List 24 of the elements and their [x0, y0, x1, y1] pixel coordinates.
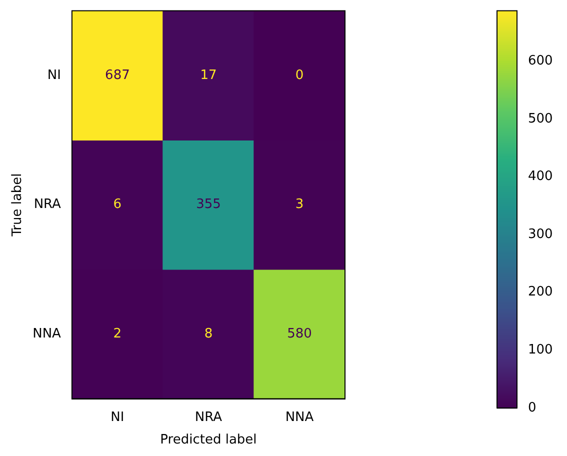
x-tick-label: NI	[110, 410, 124, 425]
y-tick-label: NRA	[34, 197, 62, 212]
y-tick-label: NI	[47, 68, 61, 83]
x-tick-label: NNA	[285, 410, 314, 425]
data-label: 17	[200, 68, 217, 83]
data-label: 3	[295, 197, 304, 212]
color-bar-label: 200	[528, 284, 553, 300]
y-tick-label: NNA	[32, 326, 62, 342]
data-label: 580	[287, 326, 312, 342]
x-axis-title: Predicted label	[160, 432, 257, 448]
data-label: 6	[113, 197, 122, 212]
x-tick-label: NRA	[194, 410, 222, 425]
color-bar-label: 400	[528, 169, 553, 184]
data-label: 0	[295, 68, 304, 83]
data-label: 355	[196, 197, 221, 212]
color-bar-label: 500	[528, 111, 553, 126]
color-bar-label: 100	[528, 342, 553, 358]
data-label: 687	[105, 68, 130, 83]
color-bar-label: 0	[528, 400, 536, 416]
data-label: 2	[113, 326, 122, 342]
y-axis-title: True label	[10, 173, 26, 238]
color-bar-label: 600	[528, 53, 553, 68]
data-label: 8	[204, 326, 213, 342]
color-bar-label: 300	[528, 226, 553, 242]
